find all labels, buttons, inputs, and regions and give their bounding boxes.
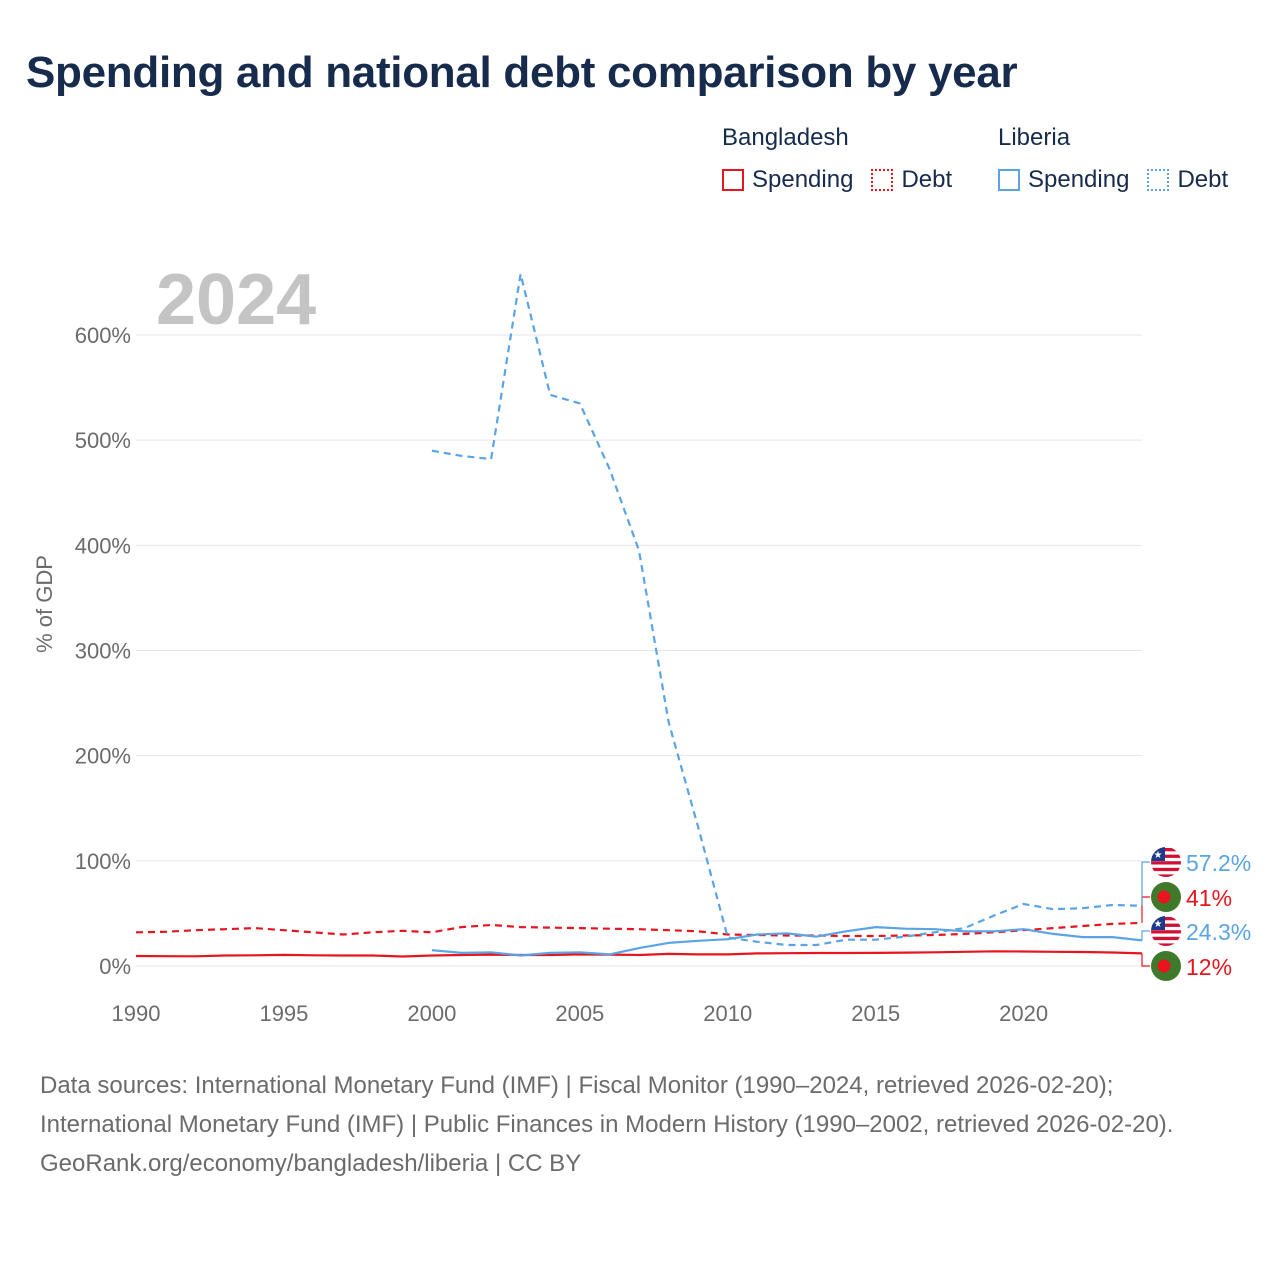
y-tick-label: 500% bbox=[75, 428, 131, 453]
legend-label: Debt bbox=[1177, 166, 1229, 193]
y-tick-label: 300% bbox=[75, 639, 131, 664]
legend-swatch-solid bbox=[722, 169, 744, 191]
legend-item-bangladesh-debt[interactable]: Debt bbox=[871, 166, 952, 194]
legend-swatch-solid bbox=[998, 169, 1020, 191]
connector-liberia-debt bbox=[1141, 861, 1150, 906]
source-url[interactable]: GeoRank.org/economy/bangladesh/liberia |… bbox=[40, 1150, 582, 1177]
y-tick-label: 600% bbox=[75, 323, 131, 348]
end-label-liberia-debt: 57.2% bbox=[1186, 850, 1251, 876]
liberia-flag-icon: ★ bbox=[1151, 916, 1181, 946]
line-chart: 2024 0% 100% 200% 300% 400% 500% 600% 1990 1995… bbox=[32, 260, 1251, 1026]
legend-item-liberia-debt[interactable]: Debt bbox=[1147, 166, 1228, 194]
x-tick-label: 2015 bbox=[851, 1001, 900, 1026]
y-tick-label: 0% bbox=[99, 954, 131, 979]
series-line-bangladesh-spending[interactable] bbox=[135, 950, 1143, 958]
y-axis-label: % of GDP bbox=[32, 555, 57, 653]
legend-group-liberia: Liberia Spending Debt bbox=[998, 124, 1246, 194]
y-tick-label: 400% bbox=[75, 533, 131, 558]
legend-swatch-dotted bbox=[1147, 169, 1170, 191]
end-label-bangladesh-spending: 12% bbox=[1186, 954, 1232, 980]
bangladesh-flag-icon bbox=[1151, 882, 1181, 912]
x-tick-label: 2020 bbox=[999, 1001, 1048, 1026]
legend-label: Spending bbox=[752, 166, 854, 193]
year-watermark: 2024 bbox=[156, 260, 316, 340]
legend-item-bangladesh-spending[interactable]: Spending bbox=[722, 166, 853, 194]
series-lines bbox=[135, 272, 1143, 958]
legend-group-bangladesh: Bangladesh Spending Debt bbox=[722, 124, 970, 194]
connector-bangladesh-spending bbox=[1141, 953, 1150, 967]
bangladesh-flag-icon bbox=[1151, 951, 1181, 981]
legend-group-name: Bangladesh bbox=[722, 124, 849, 151]
x-tick-label: 1990 bbox=[112, 1001, 161, 1026]
liberia-flag-icon: ★ bbox=[1151, 847, 1181, 877]
legend-item-liberia-spending[interactable]: Spending bbox=[998, 166, 1129, 194]
series-line-liberia-debt[interactable] bbox=[431, 272, 1143, 947]
x-tick-label: 2010 bbox=[703, 1001, 752, 1026]
connector-liberia-spending bbox=[1141, 930, 1150, 941]
end-label-connectors bbox=[1141, 861, 1150, 967]
x-tick-label: 2005 bbox=[555, 1001, 604, 1026]
connector-bangladesh-debt bbox=[1141, 896, 1150, 923]
svg-text:★: ★ bbox=[1154, 919, 1163, 930]
chart-title: Spending and national debt comparison by… bbox=[26, 48, 1018, 97]
legend-label: Debt bbox=[901, 166, 953, 193]
svg-text:★: ★ bbox=[1154, 850, 1163, 861]
x-axis-ticks: 1990 1995 2000 2005 2010 2015 2020 bbox=[112, 1001, 1049, 1026]
y-axis-ticks: 0% 100% 200% 300% 400% 500% 600% bbox=[75, 323, 131, 979]
x-tick-label: 1995 bbox=[259, 1001, 308, 1026]
series-line-liberia-spending[interactable] bbox=[431, 925, 1143, 957]
legend-label: Spending bbox=[1028, 166, 1130, 193]
gridlines bbox=[136, 334, 1142, 967]
legend-swatch-dotted bbox=[871, 169, 894, 191]
x-tick-label: 2000 bbox=[407, 1001, 456, 1026]
series-line-bangladesh-debt[interactable] bbox=[135, 921, 1143, 938]
end-label-bangladesh-debt: 41% bbox=[1186, 885, 1232, 911]
y-tick-label: 200% bbox=[75, 744, 131, 769]
end-label-liberia-spending: 24.3% bbox=[1186, 919, 1251, 945]
footer: Data sources: International Monetary Fun… bbox=[40, 1066, 1250, 1183]
data-sources-note: Data sources: International Monetary Fun… bbox=[40, 1072, 1174, 1138]
legend-group-name: Liberia bbox=[998, 124, 1071, 151]
y-tick-label: 100% bbox=[75, 849, 131, 874]
